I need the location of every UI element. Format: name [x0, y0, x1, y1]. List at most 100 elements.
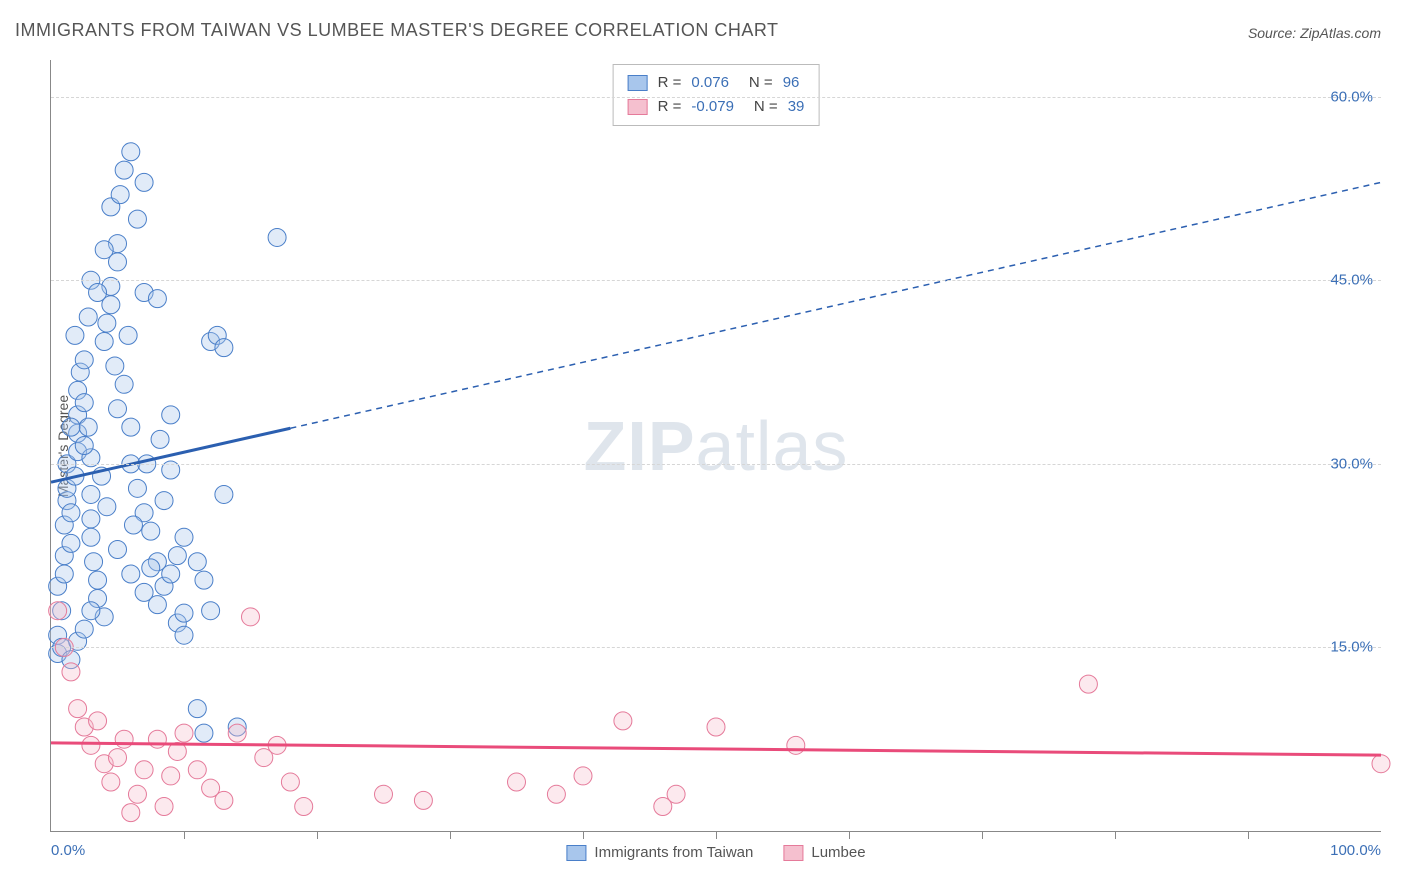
x-tick [849, 831, 850, 839]
x-tick [1248, 831, 1249, 839]
data-point [142, 559, 160, 577]
data-point [82, 528, 100, 546]
correlation-row-1: R = 0.076 N = 96 [628, 71, 805, 95]
data-point [115, 375, 133, 393]
data-point [49, 602, 67, 620]
r-label-2: R = [658, 95, 682, 119]
data-point [79, 418, 97, 436]
data-point [119, 326, 137, 344]
data-point [135, 173, 153, 191]
x-max-label: 100.0% [1330, 842, 1381, 859]
data-point [707, 718, 725, 736]
legend-item-1: Immigrants from Taiwan [566, 844, 753, 861]
data-point [62, 663, 80, 681]
data-point [109, 749, 127, 767]
data-point [667, 785, 685, 803]
legend-swatch-1 [566, 845, 586, 861]
data-point [62, 418, 80, 436]
data-point [162, 406, 180, 424]
grid-line [51, 97, 1381, 98]
grid-line [51, 464, 1381, 465]
x-tick [1115, 831, 1116, 839]
data-point [375, 785, 393, 803]
data-point [115, 730, 133, 748]
data-point [547, 785, 565, 803]
correlation-legend: R = 0.076 N = 96 R = -0.079 N = 39 [613, 64, 820, 126]
data-point [109, 541, 127, 559]
data-point [574, 767, 592, 785]
data-point [414, 791, 432, 809]
legend-label-1: Immigrants from Taiwan [594, 844, 753, 861]
data-point [89, 284, 107, 302]
data-point [89, 712, 107, 730]
data-point [175, 604, 193, 622]
x-tick [184, 831, 185, 839]
data-point [1079, 675, 1097, 693]
data-point [162, 565, 180, 583]
grid-line [51, 280, 1381, 281]
data-point [75, 394, 93, 412]
data-point [122, 565, 140, 583]
source-label: Source: ZipAtlas.com [1248, 25, 1381, 41]
r-label-1: R = [658, 71, 682, 95]
data-point [55, 565, 73, 583]
data-point [142, 522, 160, 540]
data-point [98, 314, 116, 332]
legend-label-2: Lumbee [811, 844, 865, 861]
data-point [148, 730, 166, 748]
n-label-1: N = [749, 71, 773, 95]
data-point [148, 596, 166, 614]
data-point [106, 357, 124, 375]
y-tick-label: 30.0% [1330, 455, 1373, 472]
data-point [162, 767, 180, 785]
data-point [151, 430, 169, 448]
data-point [175, 724, 193, 742]
data-point [188, 553, 206, 571]
data-point [82, 736, 100, 754]
data-point [79, 308, 97, 326]
data-point [95, 332, 113, 350]
trend-line-dashed [290, 182, 1381, 428]
data-point [109, 400, 127, 418]
legend-item-2: Lumbee [783, 844, 865, 861]
data-point [62, 504, 80, 522]
data-point [215, 791, 233, 809]
data-point [614, 712, 632, 730]
x-min-label: 0.0% [51, 842, 85, 859]
data-point [155, 492, 173, 510]
data-point [75, 620, 93, 638]
data-point [95, 241, 113, 259]
data-point [82, 510, 100, 528]
data-point [89, 571, 107, 589]
data-point [102, 773, 120, 791]
data-point [175, 528, 193, 546]
x-tick [450, 831, 451, 839]
data-point [69, 700, 87, 718]
x-tick [317, 831, 318, 839]
data-point [281, 773, 299, 791]
data-point [188, 761, 206, 779]
swatch-series-2 [628, 99, 648, 115]
data-point [85, 553, 103, 571]
series-legend: Immigrants from Taiwan Lumbee [566, 844, 865, 861]
y-tick-label: 45.0% [1330, 272, 1373, 289]
data-point [188, 700, 206, 718]
data-point [122, 804, 140, 822]
data-point [135, 761, 153, 779]
swatch-series-1 [628, 75, 648, 91]
data-point [268, 228, 286, 246]
data-point [195, 571, 213, 589]
x-tick [982, 831, 983, 839]
data-point [75, 437, 93, 455]
x-tick [716, 831, 717, 839]
trend-line-solid [51, 743, 1381, 755]
data-point [228, 724, 246, 742]
y-tick-label: 15.0% [1330, 639, 1373, 656]
plot-area: ZIPatlas R = 0.076 N = 96 R = -0.079 N =… [50, 60, 1381, 832]
data-point [128, 210, 146, 228]
data-point [148, 290, 166, 308]
plot-svg [51, 60, 1381, 831]
data-point [168, 547, 186, 565]
data-point [111, 186, 129, 204]
n-label-2: N = [754, 95, 778, 119]
